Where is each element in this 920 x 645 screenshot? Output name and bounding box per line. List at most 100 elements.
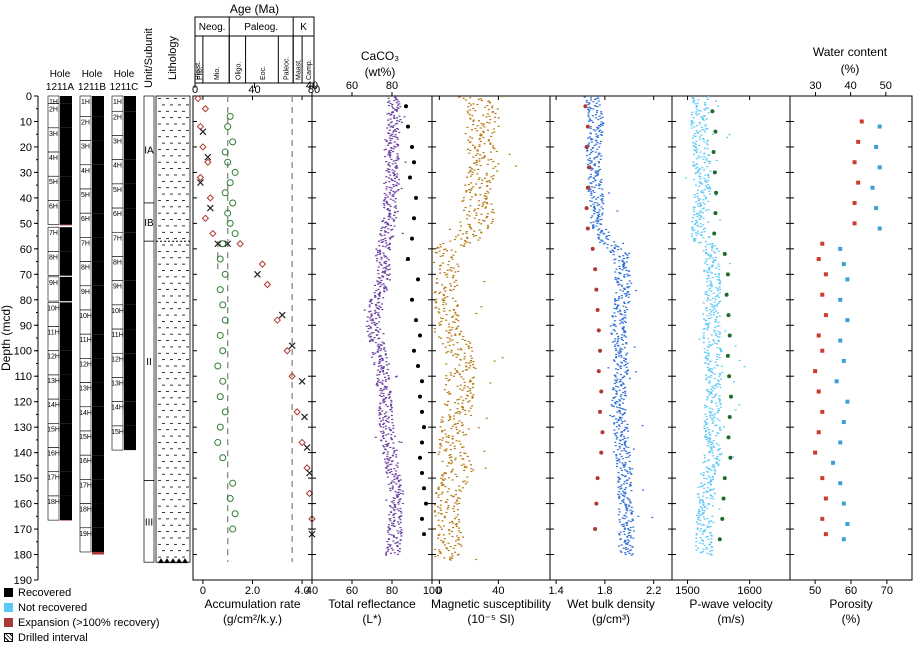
trace-point bbox=[719, 289, 721, 290]
trace-point bbox=[453, 310, 455, 311]
trace-point bbox=[391, 407, 393, 408]
trace-point bbox=[624, 347, 626, 348]
trace-point bbox=[625, 372, 627, 373]
core-label: 15H bbox=[47, 426, 60, 433]
trace-point bbox=[705, 241, 707, 242]
trace-point bbox=[442, 343, 444, 344]
trace-point bbox=[718, 303, 720, 304]
core-label: 2H bbox=[49, 107, 58, 114]
data-point bbox=[729, 395, 733, 399]
trace-point bbox=[611, 315, 613, 316]
trace-point bbox=[621, 544, 623, 545]
trace-point bbox=[593, 206, 595, 207]
trace-point bbox=[449, 310, 451, 311]
trace-point bbox=[385, 353, 387, 354]
trace-point bbox=[598, 162, 600, 163]
trace-point bbox=[613, 406, 615, 407]
depth-tick-label: 50 bbox=[20, 218, 32, 230]
trace-point bbox=[719, 454, 721, 455]
data-point bbox=[725, 293, 729, 297]
trace-point bbox=[703, 199, 705, 200]
trace-point bbox=[613, 329, 615, 330]
trace-point bbox=[699, 199, 701, 200]
trace-point bbox=[597, 171, 599, 172]
core-recovered-bar bbox=[124, 329, 136, 353]
trace-point bbox=[450, 559, 452, 560]
trace-point bbox=[454, 424, 456, 425]
depth-axis-label: Depth (mcd) bbox=[0, 305, 13, 371]
trace-point bbox=[710, 520, 712, 521]
trace-point bbox=[483, 132, 485, 133]
trace-point bbox=[702, 229, 704, 230]
trace-point bbox=[711, 245, 713, 246]
trace-point bbox=[593, 158, 595, 159]
trace-point bbox=[396, 508, 398, 509]
trace-point bbox=[616, 438, 618, 439]
trace-point bbox=[619, 390, 621, 391]
data-point bbox=[217, 424, 223, 430]
panel-top-tick-label: 50 bbox=[880, 80, 892, 92]
trace-point bbox=[702, 224, 704, 225]
age-epoch-label: K bbox=[300, 22, 307, 33]
trace-point bbox=[462, 487, 464, 488]
trace-point bbox=[398, 101, 400, 102]
trace-point bbox=[596, 103, 598, 104]
core-recovered-bar bbox=[124, 135, 136, 159]
core-recovered-bar bbox=[92, 407, 104, 431]
core-label: 8H bbox=[81, 265, 90, 272]
trace-point bbox=[616, 412, 618, 413]
trace-point bbox=[598, 146, 600, 147]
trace-point bbox=[626, 261, 628, 262]
trace-point bbox=[449, 416, 451, 417]
trace-point bbox=[627, 528, 629, 529]
trace-point bbox=[597, 98, 599, 99]
trace-point bbox=[375, 290, 377, 291]
trace-point bbox=[595, 140, 597, 141]
trace-point bbox=[626, 283, 628, 284]
core-label: 2H bbox=[81, 119, 90, 126]
trace-point bbox=[454, 373, 456, 374]
trace-point bbox=[631, 468, 633, 469]
trace-point bbox=[439, 439, 441, 440]
trace-point bbox=[622, 261, 624, 262]
data-point bbox=[831, 461, 835, 465]
trace-point bbox=[697, 511, 699, 512]
trace-point bbox=[698, 200, 700, 201]
trace-point bbox=[390, 430, 392, 431]
trace-point bbox=[382, 272, 384, 273]
trace-point bbox=[468, 211, 470, 212]
trace-point bbox=[611, 334, 613, 335]
trace-point bbox=[442, 542, 444, 543]
core-expansion-bar bbox=[60, 520, 72, 521]
trace-point bbox=[441, 529, 443, 530]
trace-point bbox=[445, 320, 447, 321]
trace-point bbox=[617, 246, 619, 247]
trace-point bbox=[625, 504, 627, 505]
trace-point bbox=[448, 420, 450, 421]
trace-point bbox=[457, 433, 459, 434]
trace-point bbox=[388, 181, 390, 182]
trace-point bbox=[457, 349, 459, 350]
data-point bbox=[727, 435, 731, 439]
trace-point bbox=[446, 276, 448, 277]
trace-point bbox=[708, 289, 710, 290]
trace-point bbox=[615, 390, 617, 391]
trace-point bbox=[703, 271, 705, 272]
trace-point bbox=[444, 516, 446, 517]
trace-point bbox=[397, 155, 399, 156]
trace-point bbox=[441, 431, 443, 432]
trace-point bbox=[385, 263, 387, 264]
trace-point bbox=[593, 178, 595, 179]
trace-point bbox=[472, 186, 474, 187]
trace-point bbox=[700, 528, 702, 529]
trace-point bbox=[388, 484, 390, 485]
trace-point bbox=[703, 516, 705, 517]
trace-point bbox=[697, 103, 699, 104]
trace-point bbox=[701, 183, 703, 184]
trace-point bbox=[453, 506, 455, 507]
core-label: 11H bbox=[79, 337, 91, 344]
trace-point bbox=[394, 507, 396, 508]
trace-point bbox=[705, 320, 707, 321]
trace-point bbox=[484, 220, 486, 221]
trace-point bbox=[461, 425, 463, 426]
